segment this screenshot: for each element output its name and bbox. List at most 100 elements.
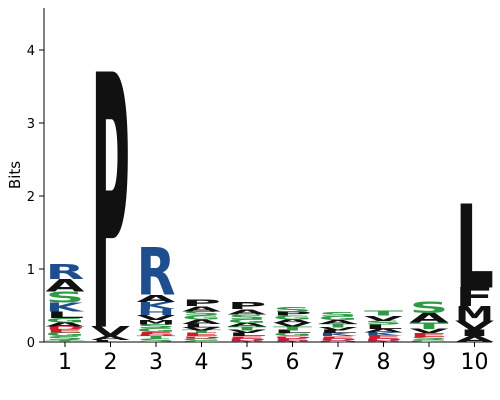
logo-letter: A [319,319,358,325]
logo-letter: F [455,283,494,313]
logo-letter: E [410,332,449,338]
logo-letter: D [273,336,312,340]
logo-letter: G [228,318,267,324]
logo-letter: E [228,336,267,340]
logo-letter: A [182,318,221,325]
x-tick-label: 1 [58,350,72,375]
logo-letter: H [137,308,176,317]
x-tick-label: 7 [331,350,345,375]
logo-letter: D [46,326,85,331]
y-tick-label: 0 [27,336,35,351]
logo-letter: K [364,332,403,337]
logo-letter: K [319,333,358,338]
logo-letter: M [137,319,176,326]
logo-letter: A [91,335,130,341]
logo-letter: T [228,326,267,332]
logo-letter: D [182,336,221,340]
logo-letter: P [273,311,312,317]
logo-letter: R [46,261,85,284]
logo-letter: A [455,335,494,344]
logo-letter: S [410,336,449,341]
logo-letter: L [273,330,312,335]
y-axis-label: Bits [6,161,24,189]
x-tick-label: 6 [286,350,300,375]
logo-letter: S [273,306,312,314]
logo-letter: P [91,4,130,400]
logo-letter: S [46,335,85,341]
logo-letter: G [410,339,449,342]
logo-letter: N [228,340,267,342]
logo-letter: E [46,329,85,334]
logo-letter: S [137,338,176,343]
logo-letter: G [182,315,221,321]
logo-letter: T [273,326,312,332]
logo-letter: S [137,324,176,330]
y-tick-label: 1 [27,263,35,278]
logo-letter: G [182,338,221,341]
logo-letter: I [455,328,494,339]
x-tick-label: 8 [377,350,391,375]
x-ticks: 1 2 3 4 5 6 7 8 9 10 [58,342,489,375]
logo-letter: V [137,314,176,322]
logo-letter: E [319,336,358,340]
logo-letter: A [182,305,221,313]
logo-letter: G [46,332,85,338]
logo-letter: L [455,181,494,315]
logo-letter: D [137,333,176,337]
logo-letter: S [46,289,85,306]
logo-letter: S [410,298,449,316]
logo-letter: D [228,338,267,342]
logo-letter: V [91,324,131,339]
logo-letter: K [46,300,86,314]
logo-letter: G [319,316,358,322]
logo-letter: V [364,315,403,323]
x-tick-label: 3 [149,350,163,375]
logo-letter: L [364,323,403,330]
logo-letter: A [137,292,176,304]
logo-letter: A [228,322,267,328]
logo-letter: L [319,330,358,335]
logo-letter: G [137,327,176,333]
logo-letter: T [319,323,358,329]
logo-letter: D [364,338,403,342]
logo-letter: S [228,313,267,321]
y-ticks: 0 1 2 3 4 [27,44,44,351]
logo-letter: N [273,340,312,342]
x-tick-label: 2 [104,350,118,375]
logo-letter: L [46,310,85,320]
logo-letter: E [137,331,176,335]
logo-letter: A [228,308,267,316]
logo-letter: A [364,328,403,334]
logo-letter: K [137,300,176,312]
logo-letter: M [455,303,494,326]
logo-letter: S [319,311,358,318]
logo-letter: E [273,338,312,342]
x-tick-label: 10 [461,350,489,375]
logo-letter: S [182,310,221,317]
logo-letter: T [364,309,403,317]
x-tick-label: 4 [195,350,209,375]
logo-letter: V [319,327,358,332]
logo-letter: Q [319,340,358,342]
logo-letter: D [319,338,358,342]
logo-letter: A [46,321,85,328]
logo-letter: T [410,321,449,332]
logo-letter: S [364,320,403,326]
logo-letter: V [410,328,449,335]
logo-letter: R [137,234,176,310]
logo-letter: T [46,339,86,343]
logo-letter: V [455,318,495,332]
logo-letter: T [182,329,222,334]
logo-letter: A [273,319,312,325]
